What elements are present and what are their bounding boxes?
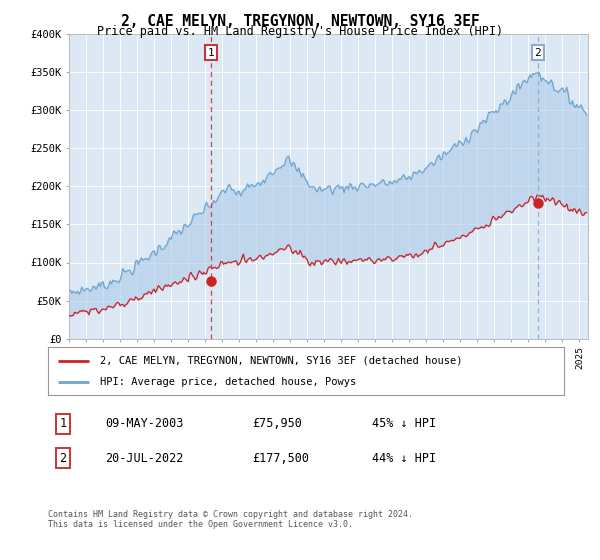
- Text: 09-MAY-2003: 09-MAY-2003: [105, 417, 184, 431]
- Text: Contains HM Land Registry data © Crown copyright and database right 2024.
This d: Contains HM Land Registry data © Crown c…: [48, 510, 413, 529]
- Text: £177,500: £177,500: [252, 451, 309, 465]
- Text: 44% ↓ HPI: 44% ↓ HPI: [372, 451, 436, 465]
- Text: 1: 1: [208, 48, 215, 58]
- Text: HPI: Average price, detached house, Powys: HPI: Average price, detached house, Powy…: [100, 377, 356, 388]
- Text: 2: 2: [59, 451, 67, 465]
- Text: £75,950: £75,950: [252, 417, 302, 431]
- Text: 2, CAE MELYN, TREGYNON, NEWTOWN, SY16 3EF: 2, CAE MELYN, TREGYNON, NEWTOWN, SY16 3E…: [121, 14, 479, 29]
- Text: Price paid vs. HM Land Registry's House Price Index (HPI): Price paid vs. HM Land Registry's House …: [97, 25, 503, 38]
- Text: 1: 1: [59, 417, 67, 431]
- Text: 2, CAE MELYN, TREGYNON, NEWTOWN, SY16 3EF (detached house): 2, CAE MELYN, TREGYNON, NEWTOWN, SY16 3E…: [100, 356, 462, 366]
- Text: 45% ↓ HPI: 45% ↓ HPI: [372, 417, 436, 431]
- Text: 20-JUL-2022: 20-JUL-2022: [105, 451, 184, 465]
- Text: 2: 2: [535, 48, 541, 58]
